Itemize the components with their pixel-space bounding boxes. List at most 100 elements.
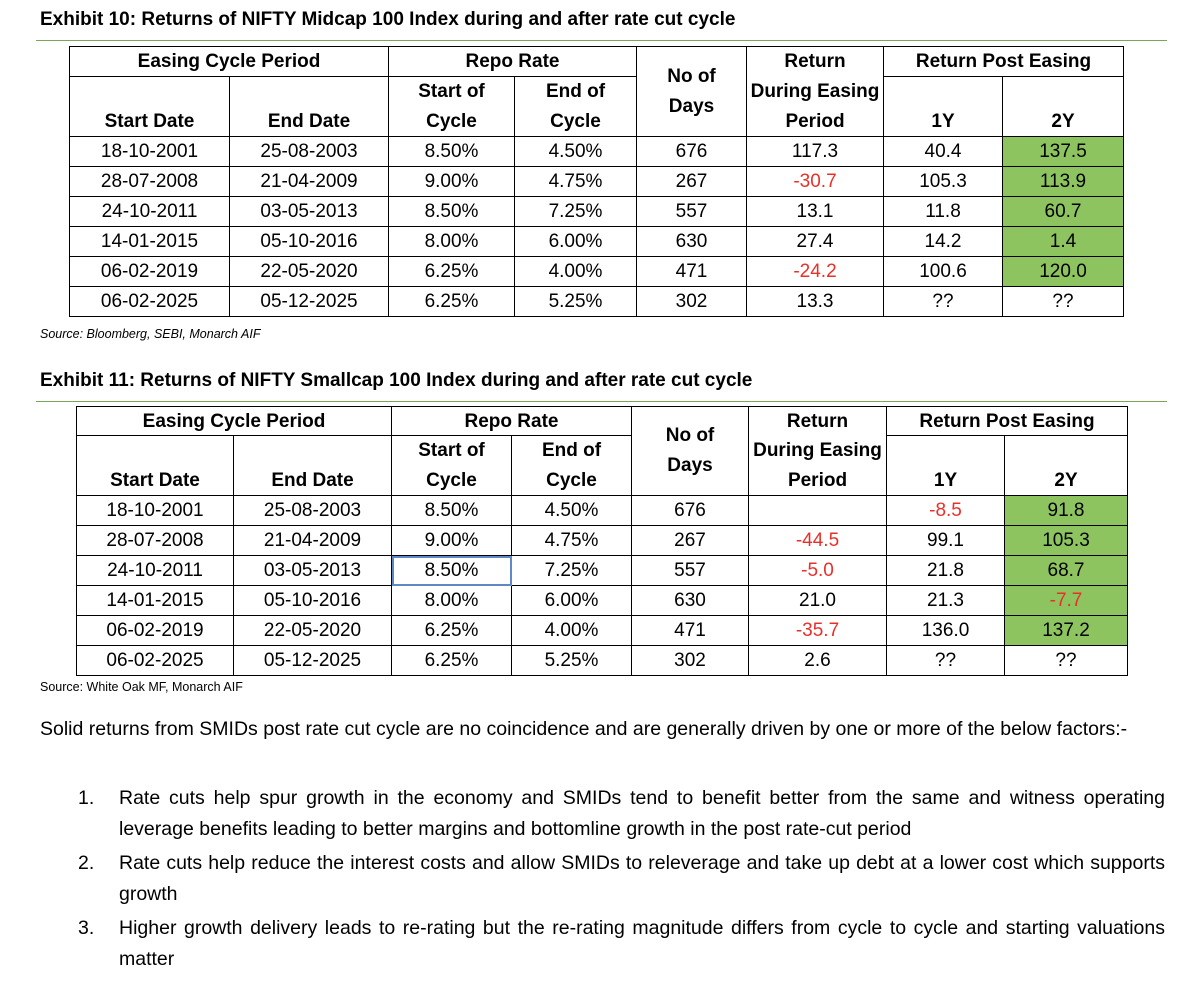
days-cell: 557 <box>631 555 749 586</box>
return-during-cell: 117.3 <box>746 136 884 167</box>
header-end-cycle: Cycle <box>511 465 632 496</box>
repo-end-cell: 7.25% <box>514 196 637 227</box>
exhibit-11-source: Source: White Oak MF, Monarch AIF <box>40 680 243 694</box>
return-1y-cell: 21.3 <box>886 585 1005 616</box>
return-during-cell <box>748 495 887 526</box>
header-2y: 2Y <box>1004 465 1128 496</box>
header-start-date: Start Date <box>69 106 230 137</box>
repo-end-cell: 6.00% <box>514 226 637 257</box>
header-end-of: End of <box>511 435 632 466</box>
end-date-cell: 03-05-2013 <box>229 196 389 227</box>
end-date-cell: 21-04-2009 <box>233 525 392 556</box>
header-return-during-line3: Period <box>748 465 887 496</box>
days-cell: 302 <box>636 286 747 317</box>
start-date-cell: 14-01-2015 <box>69 226 230 257</box>
header-return-during-line2: During Easing <box>748 435 887 466</box>
header-return-during-line2: During Easing <box>746 76 884 107</box>
list-item: 3. Higher growth delivery leads to re-ra… <box>40 913 1165 975</box>
return-2y-cell: ?? <box>1002 286 1124 317</box>
table-row: 24-10-2011 03-05-2013 8.50% 7.25% 557 -5.0 21.… <box>76 555 1128 586</box>
return-2y-cell: -7.7 <box>1004 585 1128 616</box>
repo-end-cell: 4.50% <box>514 136 637 167</box>
end-date-cell: 22-05-2020 <box>233 615 392 646</box>
return-2y-cell: 137.2 <box>1004 615 1128 646</box>
list-item-text: Rate cuts help reduce the interest costs… <box>119 852 1165 905</box>
table-row: 06-02-2025 05-12-2025 6.25% 5.25% 302 2.6???? <box>76 645 1128 676</box>
header-no-of-days: No of Days <box>636 46 747 137</box>
table-row: 06-02-2019 22-05-2020 6.25% 4.00% 471 -24.2 10… <box>69 256 1124 287</box>
return-1y-cell: ?? <box>883 286 1003 317</box>
exhibit-11-table: Easing Cycle Period Repo Rate No of Days… <box>76 406 1128 676</box>
header-repo-rate: Repo Rate <box>388 46 637 77</box>
return-1y-cell: 99.1 <box>886 525 1005 556</box>
return-during-cell: 2.6 <box>748 645 887 676</box>
days-cell: 630 <box>631 585 749 616</box>
repo-start-cell: 8.50% <box>391 495 512 526</box>
end-date-cell: 25-08-2003 <box>229 136 389 167</box>
return-during-cell: -24.2 <box>746 256 884 287</box>
repo-start-cell: 6.25% <box>391 615 512 646</box>
repo-start-cell: 9.00% <box>391 525 512 556</box>
header-no-of-days-line1: No of <box>667 65 716 87</box>
header-2y: 2Y <box>1002 106 1124 137</box>
start-date-cell: 18-10-2001 <box>76 495 234 526</box>
return-1y-cell: 11.8 <box>883 196 1003 227</box>
header-start-of: Start of <box>388 76 515 107</box>
start-date-cell: 24-10-2011 <box>76 555 234 586</box>
exhibit-10-top-rule <box>36 40 1167 41</box>
return-1y-cell: 100.6 <box>883 256 1003 287</box>
end-date-cell: 03-05-2013 <box>233 555 392 586</box>
end-date-cell: 22-05-2020 <box>229 256 389 287</box>
header-spacer <box>1004 435 1128 466</box>
return-2y-cell: 91.8 <box>1004 495 1128 526</box>
repo-end-cell: 6.00% <box>511 585 632 616</box>
exhibit-10-title: Exhibit 10: Returns of NIFTY Midcap 100 … <box>40 9 736 30</box>
selected-cell[interactable]: 8.50% <box>391 555 512 586</box>
return-during-cell: 13.1 <box>746 196 884 227</box>
days-cell: 676 <box>636 136 747 167</box>
repo-end-cell: 4.50% <box>511 495 632 526</box>
repo-start-cell: 9.00% <box>388 166 515 197</box>
days-cell: 557 <box>636 196 747 227</box>
repo-start-cell: 8.50% <box>388 196 515 227</box>
return-2y-cell: 60.7 <box>1002 196 1124 227</box>
return-2y-cell: 105.3 <box>1004 525 1128 556</box>
table-row: 14-01-2015 05-10-2016 8.00% 6.00% 630 21.0 21.… <box>76 585 1128 616</box>
header-no-of-days-line2: Days <box>667 455 713 476</box>
table-row: 28-07-2008 21-04-2009 9.00% 4.75% 267 -44.5 99… <box>76 525 1128 556</box>
table-row: 06-02-2025 05-12-2025 6.25% 5.25% 302 13.3???… <box>69 286 1124 317</box>
table-row: 06-02-2019 22-05-2020 6.25% 4.00% 471 -35.7 13… <box>76 615 1128 646</box>
start-date-cell: 14-01-2015 <box>76 585 234 616</box>
days-cell: 676 <box>631 495 749 526</box>
header-1y: 1Y <box>886 465 1005 496</box>
end-date-cell: 21-04-2009 <box>229 166 389 197</box>
list-item: 1. Rate cuts help spur growth in the eco… <box>40 783 1165 845</box>
return-during-cell: -30.7 <box>746 166 884 197</box>
repo-start-cell: 8.00% <box>391 585 512 616</box>
header-return-post-easing: Return Post Easing <box>886 406 1128 436</box>
start-date-cell: 28-07-2008 <box>76 525 234 556</box>
factors-list: 1. Rate cuts help spur growth in the eco… <box>40 783 1165 975</box>
return-2y-cell: ?? <box>1004 645 1128 676</box>
repo-start-cell: 6.25% <box>391 645 512 676</box>
days-cell: 267 <box>631 525 749 556</box>
return-1y-cell: ?? <box>886 645 1005 676</box>
header-easing-cycle-period: Easing Cycle Period <box>76 406 392 436</box>
end-date-cell: 05-10-2016 <box>229 226 389 257</box>
header-no-of-days-line2: Days <box>668 95 715 117</box>
header-easing-cycle-period: Easing Cycle Period <box>69 46 389 77</box>
header-spacer <box>883 76 1003 107</box>
header-1y: 1Y <box>883 106 1003 137</box>
return-during-cell: -35.7 <box>748 615 887 646</box>
table-row: 18-10-2001 25-08-2003 8.50% 4.50% 676 -8.5 91.… <box>76 495 1128 526</box>
header-start-of: Start of <box>391 435 512 466</box>
return-during-cell: 13.3 <box>746 286 884 317</box>
return-1y-cell: 105.3 <box>883 166 1003 197</box>
exhibit-11-title: Exhibit 11: Returns of NIFTY Smallcap 10… <box>40 370 753 391</box>
return-1y-cell: 136.0 <box>886 615 1005 646</box>
return-1y-cell: 14.2 <box>883 226 1003 257</box>
repo-start-cell: 6.25% <box>388 286 515 317</box>
start-date-cell: 28-07-2008 <box>69 166 230 197</box>
table-row: 14-01-2015 05-10-2016 8.00% 6.00% 630 27.4 14.… <box>69 226 1124 257</box>
return-2y-cell: 113.9 <box>1002 166 1124 197</box>
